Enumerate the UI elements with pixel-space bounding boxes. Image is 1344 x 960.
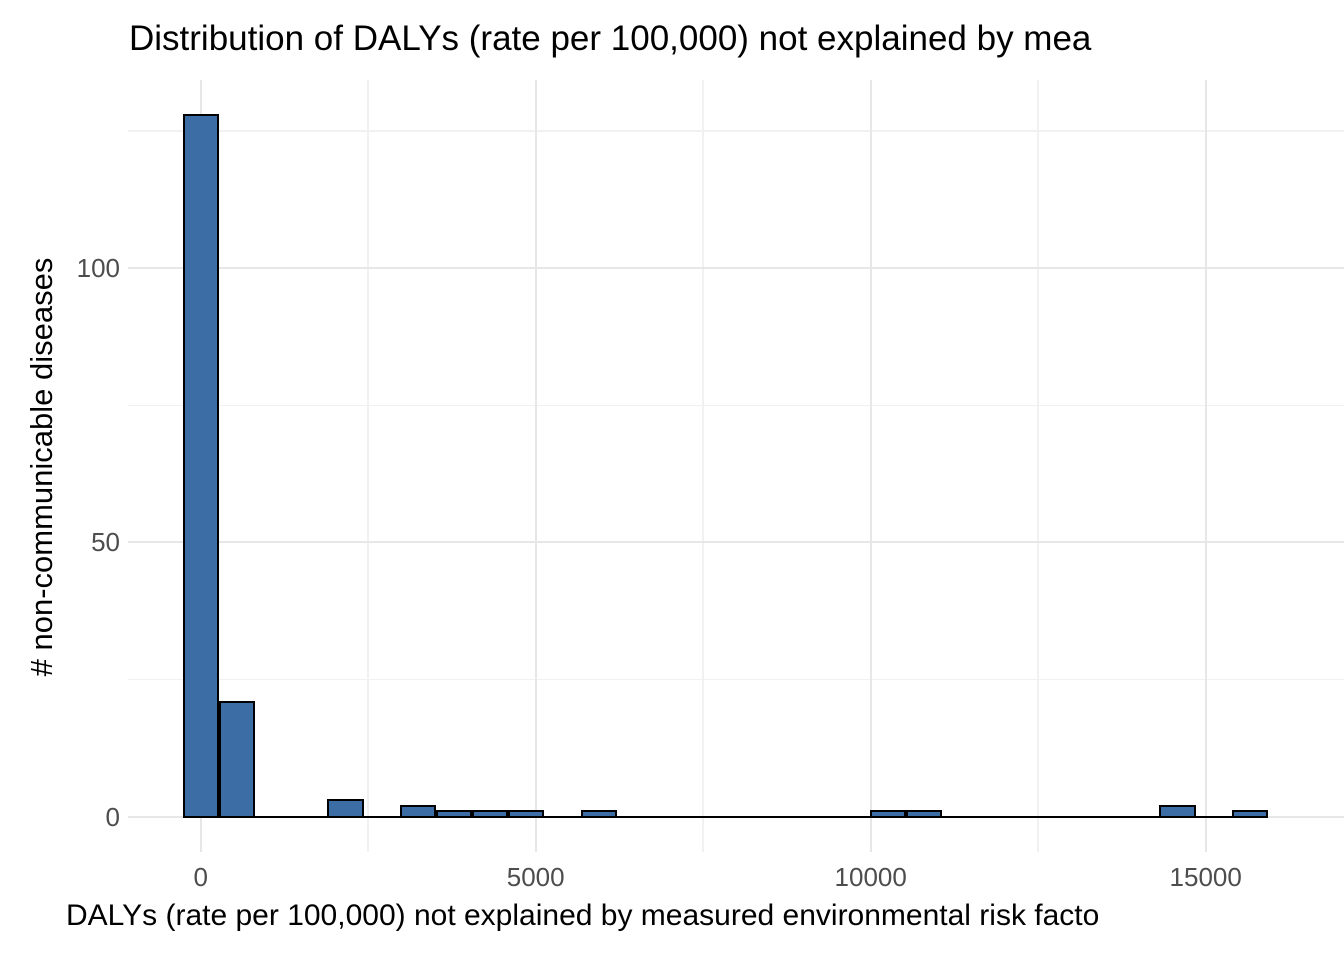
- y-minor-gridline: [128, 130, 1344, 132]
- x-tick-label: 0: [193, 862, 208, 892]
- chart-title: Distribution of DALYs (rate per 100,000)…: [129, 19, 1092, 58]
- y-minor-gridline: [128, 404, 1344, 407]
- histogram-bar: [327, 799, 364, 818]
- y-major-gridline: [128, 267, 1344, 270]
- histogram-bar: [399, 804, 436, 818]
- x-minor-gridline: [367, 79, 369, 852]
- histogram-bar: [435, 810, 473, 818]
- y-tick-label: 50: [91, 527, 120, 558]
- histogram-bar: [1231, 810, 1268, 818]
- y-tick-label: 0: [105, 801, 120, 832]
- x-tick-label: 15000: [1169, 862, 1242, 892]
- x-major-gridline: [534, 79, 537, 852]
- x-major-gridline: [1204, 79, 1207, 852]
- y-major-gridline: [128, 541, 1344, 544]
- x-minor-gridline: [702, 79, 704, 852]
- histogram-bar: [870, 810, 907, 818]
- x-minor-gridline: [1037, 79, 1039, 852]
- x-major-gridline: [869, 79, 872, 852]
- histogram-bar: [1159, 804, 1196, 818]
- y-axis-label: # non-communicable diseases: [24, 257, 59, 677]
- y-minor-gridline: [128, 678, 1344, 681]
- x-tick-label: 10000: [834, 862, 907, 892]
- histogram-bar: [472, 810, 509, 818]
- histogram-bar: [906, 810, 943, 818]
- histogram-bar: [580, 810, 617, 818]
- y-tick-label: 100: [76, 253, 120, 284]
- histogram-bar: [508, 810, 545, 818]
- histogram-bar: [218, 700, 255, 818]
- histogram-zero-baseline: [182, 815, 1268, 818]
- histogram-bar: [182, 113, 219, 818]
- x-axis-label: DALYs (rate per 100,000) not explained b…: [66, 899, 1100, 932]
- x-tick-label: 5000: [506, 862, 565, 892]
